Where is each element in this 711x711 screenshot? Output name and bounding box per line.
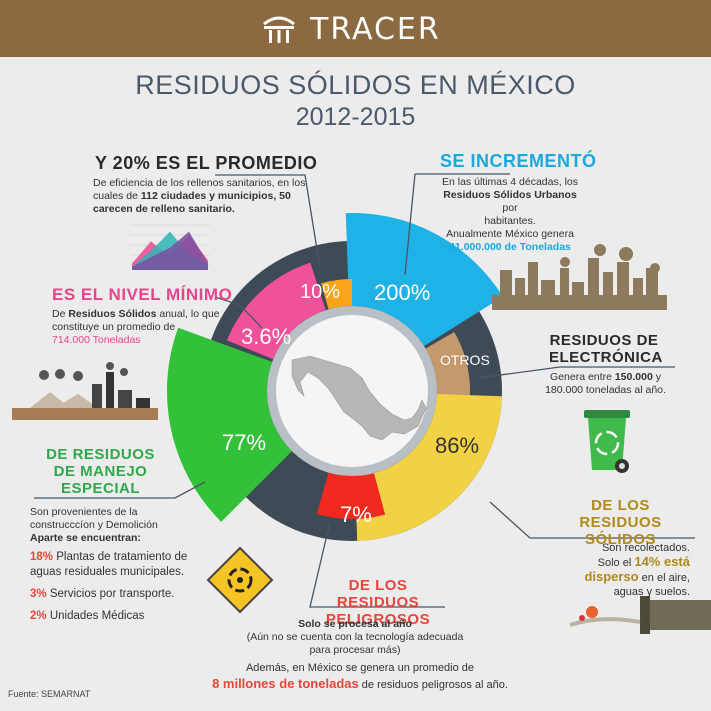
header-bar: TRACER xyxy=(0,0,711,57)
special-heading: DE RESIDUOS DE MANEJO ESPECIAL xyxy=(46,446,155,497)
tracer-logo-icon xyxy=(263,16,295,43)
mini-area-chart xyxy=(130,224,210,270)
mini-area-series-2 xyxy=(132,231,208,270)
slice-label-86: 86% xyxy=(435,433,480,458)
electronics-heading: RESIDUOS DE ELECTRÓNICA xyxy=(549,332,663,366)
increase-heading: SE INCREMENTÓ xyxy=(440,151,597,171)
solid-text: Son recolectados. Solo el 14% está dispe… xyxy=(584,542,690,598)
slice-label-10: 10% xyxy=(300,281,341,303)
leader-line-elec xyxy=(477,366,675,379)
recycle-bin-icon xyxy=(584,410,630,473)
leader-line-esp xyxy=(34,481,206,499)
slice-label-7: 7% xyxy=(340,502,372,527)
electronics-text: Genera entre 150.000 y 180.000 toneladas… xyxy=(545,371,666,396)
donut-slice-6 xyxy=(321,279,352,310)
mexico-map-icon xyxy=(291,355,427,441)
slice-label-77: 77% xyxy=(222,430,267,455)
leader-line-20 xyxy=(215,174,321,269)
donut-slice-5 xyxy=(226,262,326,360)
increase-text: En las últimas 4 décadas, los Residuos S… xyxy=(442,176,578,253)
donut-slice-0 xyxy=(345,213,503,346)
avg-heading: Y 20% ES EL PROMEDIO xyxy=(95,153,318,173)
min-level-heading: ES EL NIVEL MÍNIMO xyxy=(52,285,233,304)
slice-label-3-6: 3.6% xyxy=(241,324,292,349)
brand-name: TRACER xyxy=(310,12,441,47)
drainage-pipe-icon xyxy=(569,596,711,634)
leader-line-sol xyxy=(489,501,695,539)
leader-line-nivel xyxy=(214,296,263,329)
hazardous-text: Solo se procesa al año (Aún no se cuenta… xyxy=(246,618,464,656)
slice-label-200: 200% xyxy=(374,280,431,305)
leader-line-inc xyxy=(404,173,510,276)
donut-slice-4 xyxy=(167,327,292,522)
source-footer: Fuente: SEMARNAT xyxy=(8,689,91,699)
special-list: 18% Plantas de tratamiento de aguas resi… xyxy=(30,551,188,622)
special-text: Son provenientes de la construcccíon y D… xyxy=(30,506,158,544)
hazardous-heading: DE LOS RESIDUOS PELIGROSOS xyxy=(325,577,431,628)
avg-text: De eficiencia de los rellenos sanitarios… xyxy=(93,177,306,215)
factory-icon xyxy=(12,362,158,420)
leader-line-peli xyxy=(309,521,445,608)
slice-label-otros: OTROS xyxy=(440,352,490,368)
city-skyline-icon xyxy=(492,244,667,310)
solid-heading: DE LOS RESIDUOS SÓLIDOS xyxy=(579,497,662,548)
min-level-text: De Residuos Sólidos anual, lo que consti… xyxy=(52,308,220,346)
page-subtitle: 2012-2015 xyxy=(295,103,416,131)
donut-slice-2 xyxy=(354,393,502,541)
hazardous-note: Además, en México se genera un promedio … xyxy=(212,662,508,691)
donut-slice-3 xyxy=(316,472,386,519)
page-title: RESIDUOS SÓLIDOS EN MÉXICO xyxy=(135,70,576,100)
biohazard-icon xyxy=(206,546,274,614)
